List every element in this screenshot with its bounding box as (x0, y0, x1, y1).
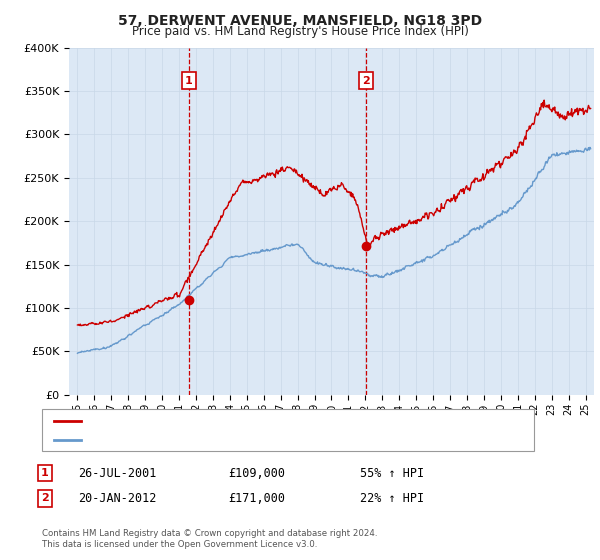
Text: 1: 1 (185, 76, 193, 86)
Text: 1: 1 (41, 468, 49, 478)
Text: £171,000: £171,000 (228, 492, 285, 505)
Text: HPI: Average price, detached house, Mansfield: HPI: Average price, detached house, Mans… (87, 435, 330, 445)
Text: 55% ↑ HPI: 55% ↑ HPI (360, 466, 424, 480)
Text: 20-JAN-2012: 20-JAN-2012 (78, 492, 157, 505)
Text: 2: 2 (362, 76, 370, 86)
Text: 57, DERWENT AVENUE, MANSFIELD, NG18 3PD: 57, DERWENT AVENUE, MANSFIELD, NG18 3PD (118, 14, 482, 28)
Text: 2: 2 (41, 493, 49, 503)
Text: Price paid vs. HM Land Registry's House Price Index (HPI): Price paid vs. HM Land Registry's House … (131, 25, 469, 38)
Text: 57, DERWENT AVENUE, MANSFIELD, NG18 3PD (detached house): 57, DERWENT AVENUE, MANSFIELD, NG18 3PD … (87, 416, 425, 426)
Text: 26-JUL-2001: 26-JUL-2001 (78, 466, 157, 480)
Text: Contains HM Land Registry data © Crown copyright and database right 2024.
This d: Contains HM Land Registry data © Crown c… (42, 529, 377, 549)
Bar (189, 48, 366, 395)
Text: 22% ↑ HPI: 22% ↑ HPI (360, 492, 424, 505)
Text: £109,000: £109,000 (228, 466, 285, 480)
